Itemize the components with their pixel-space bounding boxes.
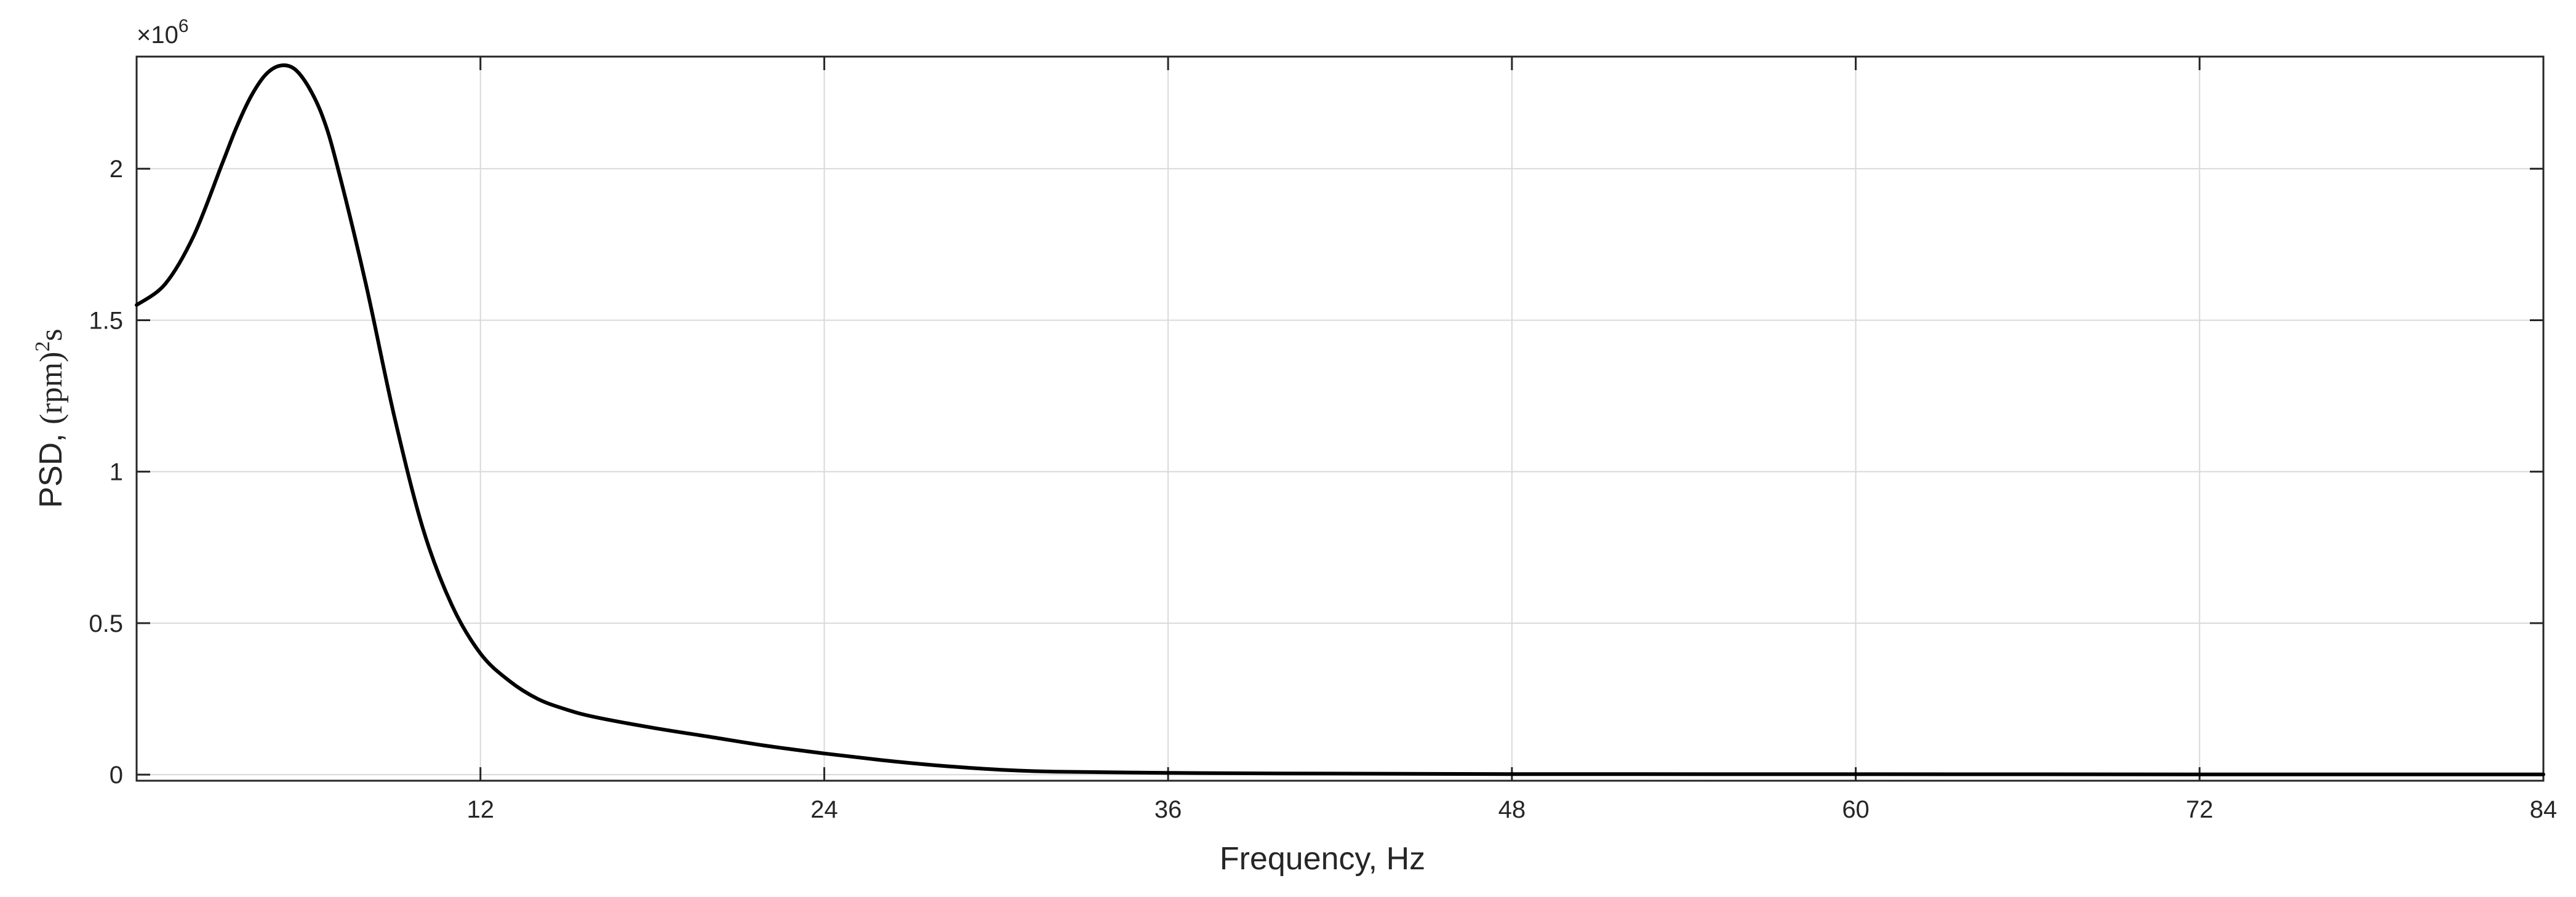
y-tick-label: 1.5: [89, 307, 123, 334]
plot-frame: [135, 55, 2545, 782]
psd-series-line: [135, 63, 2545, 776]
grid: [137, 57, 2544, 781]
x-tick-label: 84: [2530, 796, 2558, 823]
y-axis-label-unit: (rpm): [34, 352, 69, 425]
x-tick-label: 24: [810, 796, 838, 823]
y-axis-exponent-base: ×10: [137, 22, 178, 49]
x-tick-label: 72: [2186, 796, 2214, 823]
y-tick-label: 1: [110, 459, 123, 486]
x-tick-label: 60: [1842, 796, 1870, 823]
y-axis-exponent-power: 6: [178, 16, 189, 36]
x-tick-label: 12: [466, 796, 494, 823]
y-tick-label: 2: [110, 156, 123, 183]
y-axis-label-unit-tail: s: [34, 329, 69, 341]
y-axis-exponent: ×106: [137, 16, 189, 49]
y-tick-label: 0: [110, 762, 123, 789]
ticks: 12 24 36 48 60 72 84 0 0.5 1 1.5 2: [89, 57, 2557, 823]
y-axis-label: PSD, (rpm)2s: [31, 329, 69, 508]
x-tick-label: 48: [1498, 796, 1526, 823]
y-axis-label-unit-superscript: 2: [31, 341, 54, 352]
y-tick-label: 0.5: [89, 610, 123, 637]
series: [135, 63, 2545, 776]
x-tick-label: 36: [1154, 796, 1182, 823]
y-axis-label-prefix: PSD,: [33, 425, 69, 508]
x-axis-label: Frequency, Hz: [1220, 841, 1425, 877]
